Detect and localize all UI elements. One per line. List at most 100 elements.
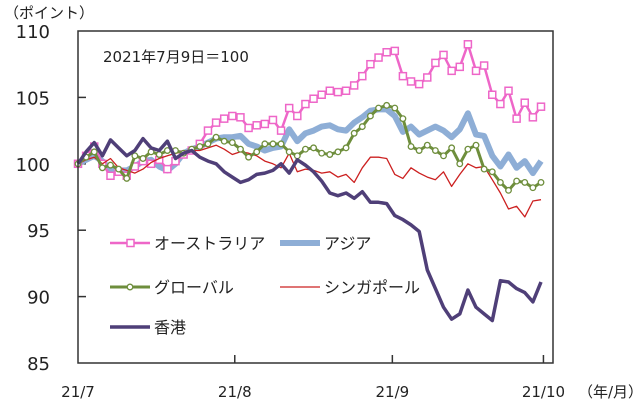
legend-label: グローバル bbox=[154, 278, 234, 297]
data-point bbox=[326, 151, 334, 158]
data-point bbox=[301, 99, 310, 109]
data-point bbox=[496, 178, 504, 186]
data-point bbox=[390, 46, 400, 56]
data-point bbox=[480, 165, 488, 173]
data-point bbox=[115, 165, 123, 173]
data-point bbox=[236, 113, 245, 122]
data-point bbox=[293, 111, 302, 121]
data-point bbox=[106, 171, 115, 181]
x-tick-label: 21/9 bbox=[376, 383, 410, 401]
data-point bbox=[146, 159, 156, 169]
legend-item: 香港 bbox=[110, 318, 186, 337]
data-point bbox=[391, 104, 399, 112]
data-point bbox=[423, 141, 431, 149]
data-point bbox=[471, 66, 481, 76]
data-point bbox=[334, 148, 342, 156]
data-point bbox=[269, 140, 277, 148]
y-tick-label: 95 bbox=[27, 221, 50, 242]
base-date-annotation: 2021年7月9日＝100 bbox=[103, 48, 249, 66]
y-tick-label: 105 bbox=[16, 88, 50, 109]
data-point bbox=[398, 71, 408, 81]
data-point bbox=[107, 161, 114, 169]
data-point bbox=[342, 144, 350, 152]
data-point bbox=[537, 178, 545, 186]
data-point bbox=[237, 145, 244, 153]
data-point bbox=[415, 147, 423, 154]
plot-frame bbox=[77, 30, 554, 364]
y-tick-label: 100 bbox=[16, 155, 50, 176]
data-point bbox=[333, 87, 343, 97]
data-point bbox=[382, 47, 391, 57]
data-point bbox=[358, 71, 367, 81]
data-point bbox=[317, 90, 326, 99]
data-point bbox=[131, 152, 139, 160]
data-point bbox=[447, 66, 456, 76]
legend-item: シンガポール bbox=[280, 278, 420, 297]
data-point bbox=[253, 148, 261, 156]
legend-label: アジア bbox=[324, 234, 371, 253]
legend-marker bbox=[126, 283, 134, 291]
data-point bbox=[431, 58, 440, 68]
y-tick-label: 90 bbox=[27, 288, 50, 309]
data-point bbox=[536, 102, 546, 111]
data-point bbox=[375, 104, 382, 112]
data-point bbox=[219, 114, 229, 123]
legend-label: オーストラリア bbox=[154, 234, 265, 253]
data-point bbox=[406, 77, 416, 86]
data-point bbox=[456, 160, 464, 168]
series-line bbox=[76, 136, 543, 323]
legend-item: グローバル bbox=[110, 278, 234, 297]
data-point bbox=[504, 86, 513, 96]
data-point bbox=[414, 79, 424, 89]
data-point bbox=[431, 147, 439, 154]
data-point bbox=[488, 168, 496, 176]
data-point bbox=[350, 129, 358, 137]
legend-marker bbox=[126, 238, 135, 248]
data-point bbox=[204, 140, 212, 148]
data-point bbox=[123, 174, 131, 182]
data-point bbox=[464, 145, 472, 153]
data-point bbox=[318, 149, 326, 157]
series-line bbox=[77, 103, 542, 192]
data-point bbox=[513, 177, 521, 185]
data-point bbox=[496, 99, 505, 109]
data-point bbox=[366, 59, 375, 69]
data-point bbox=[244, 123, 253, 133]
data-point bbox=[211, 118, 221, 127]
data-point bbox=[196, 143, 204, 150]
data-point bbox=[98, 164, 106, 172]
data-point bbox=[293, 152, 301, 160]
data-point bbox=[155, 151, 163, 158]
y-tick-label: 110 bbox=[16, 22, 50, 43]
data-point bbox=[309, 94, 318, 103]
data-point bbox=[228, 139, 236, 147]
data-point bbox=[472, 141, 480, 149]
x-tick-label: 21/10 bbox=[522, 383, 565, 401]
data-point bbox=[528, 113, 538, 122]
data-point bbox=[349, 81, 359, 90]
data-point bbox=[448, 144, 456, 152]
data-point bbox=[203, 126, 213, 135]
x-tick-label: 21/7 bbox=[61, 383, 95, 401]
x-tick-label: 21/8 bbox=[218, 383, 252, 401]
data-point bbox=[374, 53, 383, 62]
x-axis-unit-label: （年/月） bbox=[578, 383, 640, 401]
data-point bbox=[276, 126, 286, 135]
data-point bbox=[520, 98, 530, 107]
y-axis-unit-label: （ポイント） bbox=[4, 4, 94, 22]
legend-item: アジア bbox=[280, 234, 371, 253]
data-point bbox=[488, 90, 497, 99]
series-2 bbox=[74, 101, 545, 194]
data-point bbox=[463, 40, 473, 49]
data-point bbox=[277, 140, 285, 148]
data-point bbox=[383, 101, 391, 109]
data-point bbox=[252, 121, 261, 130]
data-point bbox=[301, 145, 309, 153]
data-point bbox=[479, 61, 489, 70]
data-point bbox=[455, 62, 465, 72]
series-4 bbox=[76, 136, 543, 323]
data-point bbox=[163, 164, 172, 174]
data-point bbox=[139, 155, 147, 162]
data-point bbox=[310, 144, 318, 152]
data-point bbox=[423, 73, 432, 82]
